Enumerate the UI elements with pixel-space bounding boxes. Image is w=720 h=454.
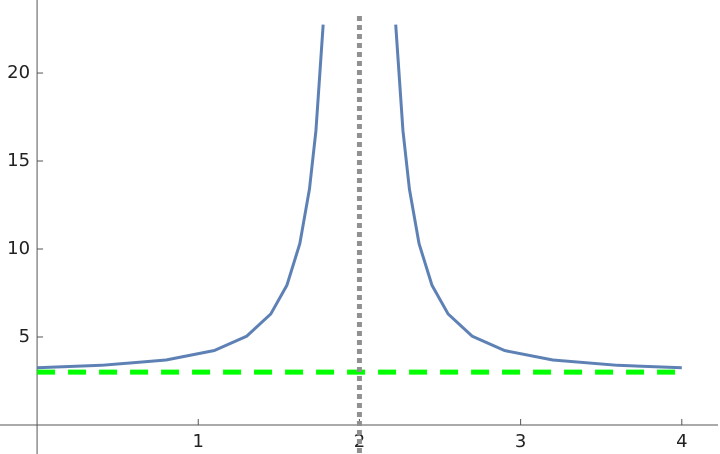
y-tick-label: 20: [7, 62, 30, 83]
y-tick-label: 5: [19, 326, 30, 347]
x-tick-label: 4: [676, 431, 687, 452]
x-tick-label: 1: [193, 431, 204, 452]
x-tick-label: 3: [515, 431, 526, 452]
y-tick-label: 15: [7, 150, 30, 171]
y-tick-label: 10: [7, 238, 30, 259]
curve: [37, 24, 682, 370]
